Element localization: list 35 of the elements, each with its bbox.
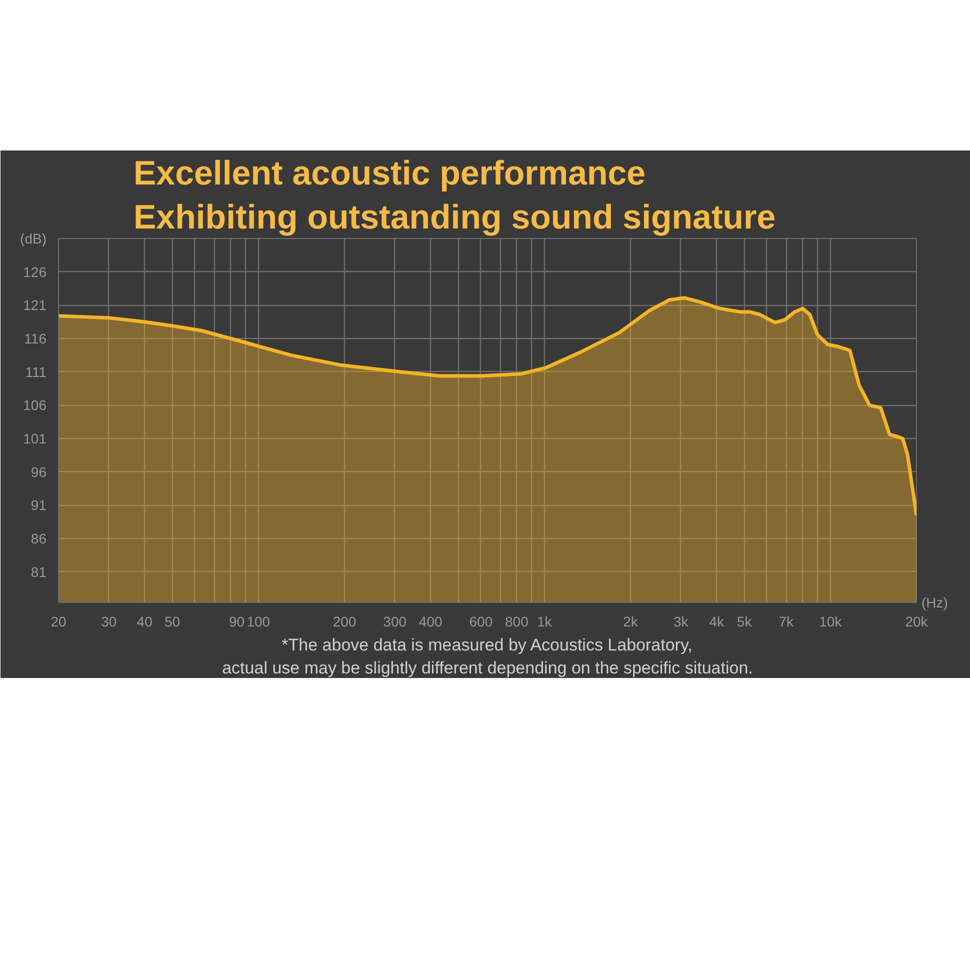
y-tick-label: 101 — [23, 430, 47, 446]
x-tick-label: 30 — [101, 614, 117, 630]
y-tick-label: 106 — [23, 397, 47, 414]
text: actual use may be slightly different depending on the specific situation. — [222, 658, 753, 678]
x-tick-label: 400 — [418, 614, 442, 630]
x-tick-label: 4k — [709, 614, 725, 630]
x-tick-label: 40 — [136, 614, 153, 630]
x-tick-label: 3k — [673, 614, 690, 630]
y-axis-title: (dB) — [20, 230, 47, 246]
x-tick-label: 5k — [736, 614, 753, 630]
chart-subtitle: Exhibiting outstanding sound signature — [134, 198, 776, 236]
x-tick-label: 800 — [505, 614, 529, 630]
y-tick-label: 121 — [23, 297, 47, 314]
x-tick-label: 200 — [332, 614, 356, 630]
x-tick-label: 600 — [469, 614, 493, 630]
y-tick-label: 126 — [23, 264, 47, 280]
x-tick-label: 2k — [623, 614, 639, 630]
y-tick-label: 116 — [24, 330, 47, 346]
x-tick-label: 100 — [246, 614, 270, 630]
x-tick-label: 10k — [819, 614, 843, 630]
x-tick-label: 300 — [383, 614, 407, 630]
y-tick-label: 86 — [30, 530, 47, 546]
y-tick-label: 81 — [30, 564, 47, 580]
x-tick-label: 90 — [229, 614, 245, 630]
chart-title: Excellent acoustic performance — [134, 154, 646, 192]
x-tick-label: 7k — [778, 614, 794, 630]
x-tick-label: 50 — [164, 614, 180, 630]
text: *The above data is measured by Acoustics Laboratory, — [282, 636, 692, 654]
y-tick-label: 91 — [30, 497, 47, 514]
x-axis-title: (Hz) — [922, 594, 948, 610]
x-tick-label: 20 — [50, 614, 66, 630]
y-tick-label: 96 — [30, 464, 47, 480]
x-tick-label: 1k — [537, 614, 553, 630]
x-tick-label: 20k — [905, 614, 929, 630]
y-tick-label: 111 — [25, 364, 47, 380]
